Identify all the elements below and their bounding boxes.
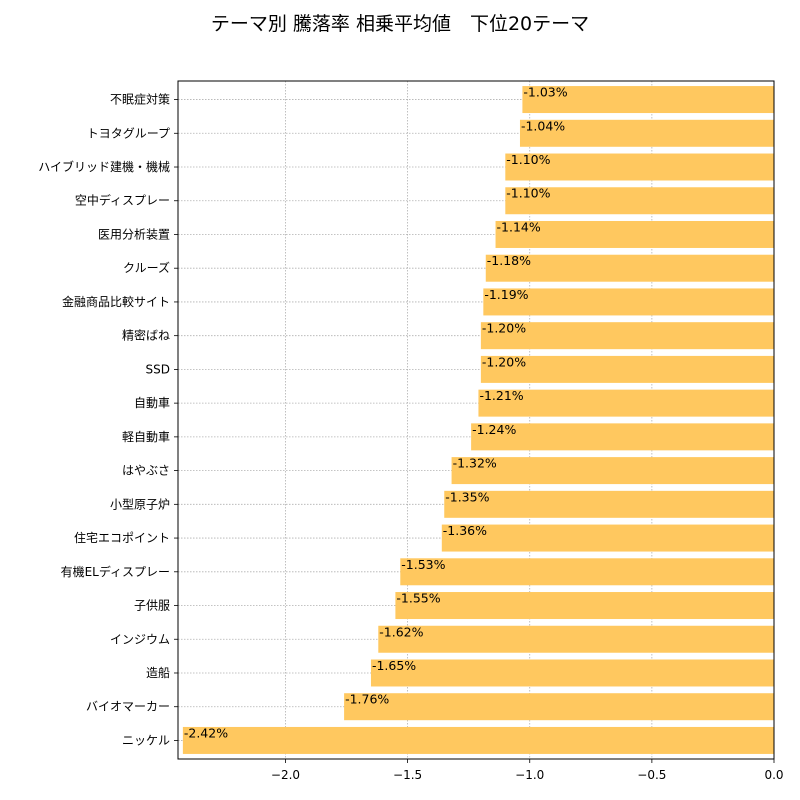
x-tick-label: 0.0 (764, 768, 783, 782)
data-label: -1.55% (396, 591, 440, 606)
category-label: SSD (146, 362, 170, 376)
bar (182, 726, 774, 754)
bar (344, 693, 774, 721)
x-tick-label: −2.0 (271, 768, 300, 782)
category-label: 不眠症対策 (110, 92, 170, 107)
bar (378, 625, 774, 653)
category-label: 空中ディスプレー (75, 193, 170, 208)
bar (522, 86, 774, 114)
bar (370, 659, 774, 687)
bar (485, 254, 774, 282)
bar (478, 389, 774, 417)
data-label: -1.03% (523, 85, 567, 100)
category-label: 精密ばね (122, 328, 170, 343)
category-label: バイオマーカー (86, 700, 170, 714)
data-label: -1.36% (443, 523, 487, 538)
bar (471, 423, 774, 451)
data-label: -1.32% (453, 456, 497, 471)
bar (395, 592, 774, 620)
data-label: -1.14% (497, 219, 541, 234)
data-label: -1.21% (479, 388, 523, 403)
bar (505, 153, 774, 181)
category-label: 自動車 (134, 396, 170, 410)
x-tick-label: −0.5 (637, 768, 666, 782)
bar (480, 322, 774, 350)
data-label: -1.04% (521, 118, 565, 133)
data-label: -1.76% (345, 692, 389, 707)
category-label: 住宅エコポイント (74, 530, 170, 545)
bar (444, 490, 774, 518)
data-label: -1.35% (445, 489, 489, 504)
category-label: インジウム (110, 632, 170, 646)
data-label: -1.20% (482, 354, 526, 369)
bar (400, 558, 774, 586)
category-label: 金融商品比較サイト (62, 294, 170, 309)
data-label: -1.10% (506, 152, 550, 167)
x-tick-label: −1.5 (393, 768, 422, 782)
category-label: ハイブリッド建機・機械 (38, 159, 170, 174)
data-label: -1.65% (372, 658, 416, 673)
bar (495, 220, 774, 248)
category-label: はやぶさ (122, 464, 170, 478)
data-label: -1.10% (506, 186, 550, 201)
data-label: -1.62% (379, 624, 423, 639)
category-label: ニッケル (122, 733, 170, 747)
category-label: 医用分析装置 (98, 227, 170, 241)
bar (451, 457, 774, 485)
category-label: 小型原子炉 (110, 497, 170, 511)
data-label: -1.53% (401, 557, 445, 572)
data-label: -1.20% (482, 321, 526, 336)
data-label: -1.24% (472, 422, 516, 437)
bar (519, 119, 774, 147)
bar (505, 187, 774, 215)
category-label: クルーズ (123, 260, 170, 275)
bar (441, 524, 774, 552)
bar (480, 355, 774, 383)
data-label: -1.19% (484, 287, 528, 302)
category-label: 軽自動車 (122, 430, 170, 444)
category-label: トヨタグループ (87, 126, 170, 140)
plot-frame (177, 80, 775, 760)
category-label: 造船 (146, 666, 170, 680)
bar (483, 288, 774, 316)
data-label: -2.42% (184, 725, 228, 740)
chart-title: テーマ別 騰落率 相乗平均値 下位20テーマ (210, 13, 590, 35)
x-tick-label: −1.0 (515, 768, 544, 782)
category-label: 有機ELディスプレー (61, 564, 170, 579)
category-label: 子供服 (134, 599, 170, 613)
data-label: -1.18% (487, 253, 531, 268)
